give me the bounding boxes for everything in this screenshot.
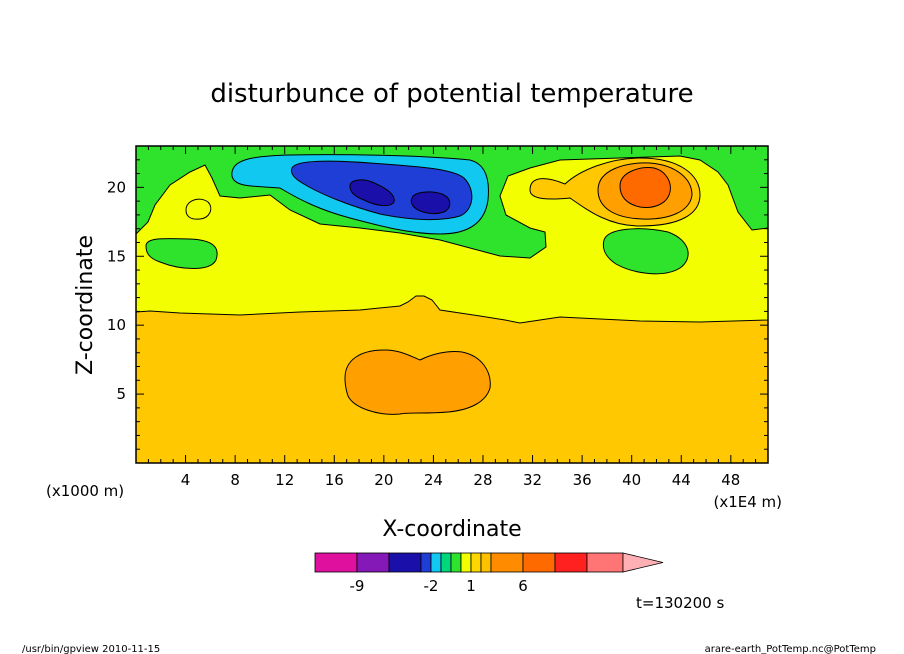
footer-right: arare-earth_PotTemp.nc@PotTemp bbox=[705, 644, 876, 654]
colorbar-segment bbox=[314, 552, 358, 573]
x-axis: 4 8 12 16 20 24 28 32 36 40 44 48 bbox=[147, 146, 757, 489]
colorbar-segment bbox=[420, 552, 432, 573]
colorbar-segment bbox=[470, 552, 482, 573]
chart-title: disturbunce of potential temperature bbox=[210, 79, 693, 109]
time-label: t=130200 s bbox=[636, 594, 724, 612]
y-tick-label: 10 bbox=[107, 316, 126, 334]
x-axis-label: X-coordinate bbox=[382, 517, 521, 542]
colorbar-segment bbox=[522, 552, 556, 573]
colorbar-segment bbox=[450, 552, 462, 573]
y-axis-label: Z-coordinate bbox=[73, 235, 98, 375]
y-tick-label: 20 bbox=[107, 178, 126, 196]
colorbar-tick-label: -9 bbox=[350, 577, 365, 595]
colorbar-segment bbox=[356, 552, 390, 573]
region-green-spot-left bbox=[145, 238, 218, 269]
colorbar-arrow bbox=[622, 552, 664, 573]
x-tick-label: 16 bbox=[325, 471, 344, 489]
y-axis-unit: (x1000 m) bbox=[46, 482, 124, 500]
colorbar-segment bbox=[388, 552, 422, 573]
colorbar-tick-label: 6 bbox=[518, 577, 528, 595]
x-tick-label: 20 bbox=[374, 471, 393, 489]
footer-left: /usr/bin/gpview 2010-11-15 bbox=[22, 644, 160, 654]
x-tick-label: 40 bbox=[622, 471, 641, 489]
region-green-spot-right bbox=[602, 228, 689, 275]
y-axis: 5 10 15 20 bbox=[107, 159, 768, 450]
y-tick-label: 15 bbox=[107, 247, 126, 265]
x-tick-label: 32 bbox=[523, 471, 542, 489]
x-tick-label: 48 bbox=[721, 471, 740, 489]
colorbar-tick-label: -2 bbox=[424, 577, 439, 595]
plot-area bbox=[135, 145, 769, 464]
colorbar-segment bbox=[554, 552, 588, 573]
x-tick-label: 24 bbox=[424, 471, 443, 489]
region-cold-cell-core-2 bbox=[410, 191, 451, 215]
colorbar-segment bbox=[440, 552, 452, 573]
y-tick-label: 5 bbox=[116, 385, 126, 403]
colorbar-segment bbox=[430, 552, 442, 573]
x-axis-unit: (x1E4 m) bbox=[713, 493, 782, 511]
x-tick-label: 12 bbox=[275, 471, 294, 489]
colorbar-segment bbox=[490, 552, 524, 573]
colorbar-segment bbox=[460, 552, 472, 573]
colorbar-segment bbox=[586, 552, 624, 573]
colorbar-tick-label: 1 bbox=[466, 577, 476, 595]
plot-frame bbox=[135, 145, 769, 464]
region-warm-cell-core bbox=[619, 167, 671, 208]
x-tick-label: 36 bbox=[573, 471, 592, 489]
region-yellow-spot bbox=[185, 198, 212, 220]
region-lower-warm-cell bbox=[344, 349, 491, 415]
colorbar-segment bbox=[480, 552, 492, 573]
x-tick-label: 28 bbox=[473, 471, 492, 489]
x-tick-label: 44 bbox=[672, 471, 691, 489]
x-tick-label: 8 bbox=[230, 471, 240, 489]
x-tick-label: 4 bbox=[181, 471, 191, 489]
colorbar: -9 -2 1 6 bbox=[314, 552, 664, 595]
region-cold-cell-core-1 bbox=[349, 179, 395, 207]
